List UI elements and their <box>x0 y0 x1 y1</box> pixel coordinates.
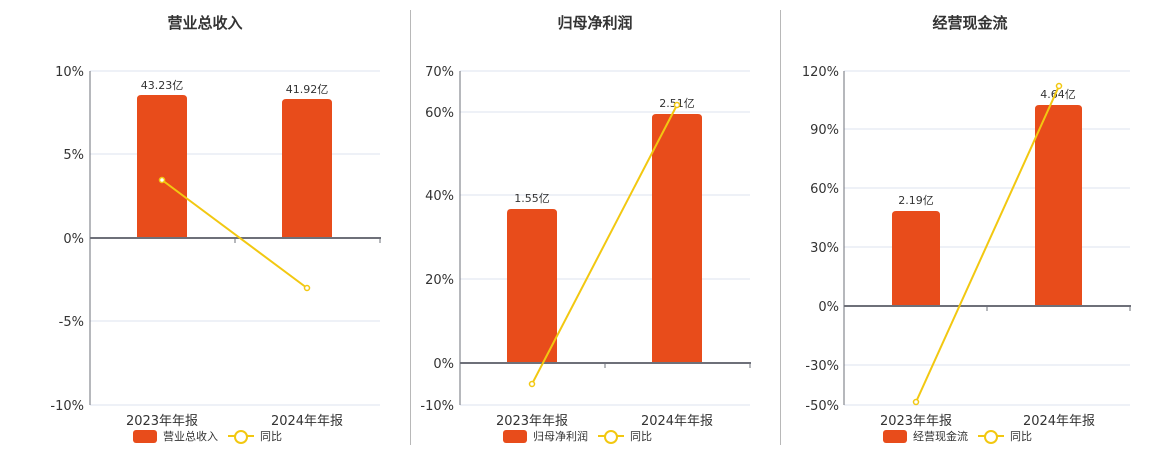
legend: 归母净利润 同比 <box>503 428 652 444</box>
legend-line-label[interactable]: 同比 <box>630 430 652 443</box>
x-category-label: 2023年年报 <box>126 414 198 429</box>
y-tick-label: 120% <box>802 65 839 80</box>
y-tick-label: 90% <box>810 123 839 138</box>
legend-bar-label[interactable]: 经营现金流 <box>913 430 968 443</box>
y-tick-label: -5% <box>59 315 84 330</box>
legend: 经营现金流 同比 <box>883 428 1032 444</box>
legend: 营业总收入 同比 <box>133 428 282 444</box>
yoy-line <box>915 85 1060 403</box>
y-tick-label: -10% <box>420 399 454 414</box>
chart-title: 归母净利润 <box>557 14 633 32</box>
y-tick-label: 60% <box>425 106 454 121</box>
bar-2024[interactable] <box>1035 105 1082 306</box>
chart-plot: 120% 90% 60% 30% 0% -30% -50% 2.19亿 4.64… <box>802 65 1131 429</box>
chart-title: 营业总收入 <box>167 14 243 32</box>
y-tick-label: 0% <box>433 357 454 372</box>
bar-value-label: 43.23亿 <box>141 79 184 92</box>
legend-bar-swatch-icon[interactable] <box>503 429 527 443</box>
y-tick-label: 20% <box>425 273 454 288</box>
bar-2024[interactable] <box>652 114 702 363</box>
legend-line-label[interactable]: 同比 <box>1010 430 1032 443</box>
bar-value-label: 2.19亿 <box>898 194 934 207</box>
chart-title: 经营现金流 <box>932 14 1008 32</box>
legend-bar-swatch-icon[interactable] <box>883 429 907 443</box>
chart-panel-net-profit: 归母净利润 70% 60% 40% 20% 0% -10% 1.55亿 2.51… <box>410 0 780 450</box>
yoy-line <box>531 104 678 385</box>
legend-line-swatch-icon[interactable] <box>978 429 1004 444</box>
x-category-label: 2024年年报 <box>271 414 343 429</box>
yoy-point[interactable] <box>673 101 681 109</box>
y-tick-label: 5% <box>63 148 84 163</box>
y-tick-label: 0% <box>63 232 84 247</box>
bar-2024[interactable] <box>282 99 332 238</box>
x-category-label: 2023年年报 <box>496 414 568 429</box>
chart-panel-revenue: 营业总收入 10% 5% 0% -5% -10% 43.23亿 41.92亿 2… <box>0 0 410 450</box>
panel-divider <box>780 10 781 445</box>
x-category-label: 2023年年报 <box>880 414 952 429</box>
y-tick-label: -30% <box>805 359 839 374</box>
bar-2023[interactable] <box>892 211 940 306</box>
y-tick-label: -10% <box>50 399 84 414</box>
chart-panel-operating-cashflow: 经营现金流 120% 90% 60% 30% 0% -30% -50% 2.19… <box>780 0 1160 450</box>
bar-value-label: 4.64亿 <box>1040 88 1076 101</box>
x-category-label: 2024年年报 <box>1023 414 1095 429</box>
yoy-line <box>161 179 308 289</box>
chart-plot: 10% 5% 0% -5% -10% 43.23亿 41.92亿 2023年年报… <box>50 65 381 429</box>
x-category-label: 2024年年报 <box>641 414 713 429</box>
yoy-point[interactable] <box>1055 82 1063 90</box>
bar-value-label: 1.55亿 <box>514 192 550 205</box>
legend-bar-label[interactable]: 归母净利润 <box>533 430 588 443</box>
y-tick-label: 0% <box>818 300 839 315</box>
legend-bar-swatch-icon[interactable] <box>133 429 157 443</box>
yoy-point[interactable] <box>528 380 536 388</box>
yoy-point[interactable] <box>158 176 166 184</box>
chart-plot: 70% 60% 40% 20% 0% -10% 1.55亿 2.51亿 2023… <box>420 65 751 429</box>
y-tick-label: -50% <box>805 399 839 414</box>
legend-line-swatch-icon[interactable] <box>228 429 254 444</box>
bar-2023[interactable] <box>137 95 187 238</box>
y-tick-label: 60% <box>810 182 839 197</box>
y-tick-label: 70% <box>425 65 454 80</box>
y-tick-label: 30% <box>810 241 839 256</box>
yoy-point[interactable] <box>303 284 311 292</box>
legend-bar-label[interactable]: 营业总收入 <box>163 430 218 443</box>
bar-2023[interactable] <box>507 209 557 363</box>
y-tick-label: 40% <box>425 189 454 204</box>
legend-line-swatch-icon[interactable] <box>598 429 624 444</box>
y-tick-label: 10% <box>55 65 84 80</box>
legend-line-label[interactable]: 同比 <box>260 430 282 443</box>
panel-divider <box>410 10 411 445</box>
yoy-point[interactable] <box>912 398 920 406</box>
bar-value-label: 41.92亿 <box>286 83 329 96</box>
